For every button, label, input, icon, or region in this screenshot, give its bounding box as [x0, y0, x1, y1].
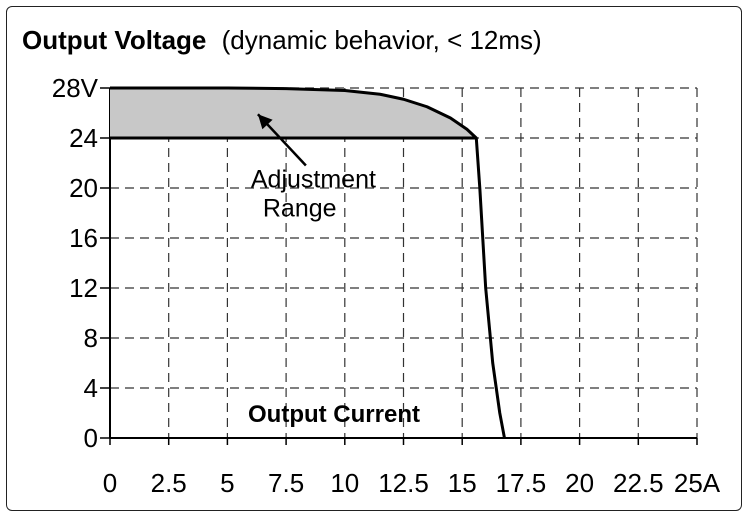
y-tick-label: 28V	[52, 73, 99, 103]
x-tick-label: 22.5	[613, 468, 664, 498]
chart-subtitle: (dynamic behavior, < 12ms)	[222, 25, 542, 55]
y-tick-label: 24	[69, 123, 98, 153]
adjustment-range-area	[110, 88, 477, 138]
x-tick-label: 10	[330, 468, 359, 498]
y-tick-label: 12	[69, 273, 98, 303]
chart-title-main: Output Voltage	[22, 25, 206, 55]
y-tick-label: 20	[69, 173, 98, 203]
y-tick-label: 8	[84, 323, 98, 353]
y-tick-label: 16	[69, 223, 98, 253]
annotation-text: Range	[263, 195, 337, 223]
annotation-arrow-head	[257, 114, 273, 130]
chart-title: Output Voltage (dynamic behavior, < 12ms…	[22, 25, 542, 55]
adjustment-range-fill	[110, 88, 477, 138]
annotation-text: Adjustment	[251, 166, 376, 194]
x-tick-label: 0	[103, 468, 117, 498]
x-tick-label: 7.5	[268, 468, 304, 498]
x-tick-label: 5	[220, 468, 234, 498]
output-voltage-curve	[110, 86, 506, 439]
series-lines	[110, 86, 506, 439]
x-tick-label: 20	[565, 468, 594, 498]
chart-frame	[6, 6, 742, 511]
x-tick-label: 15	[448, 468, 477, 498]
x-tick-label: 2.5	[151, 468, 187, 498]
y-tick-labels: 0 4 8 12 16 20 24 28V	[52, 73, 99, 453]
x-tick-labels: 0 2.5 5 7.5 10 12.5 15 17.5 20 22.5 25A	[103, 468, 721, 498]
y-tick-label: 4	[84, 373, 98, 403]
grid	[100, 87, 698, 445]
x-axis-label: Output Current	[248, 401, 420, 428]
y-tick-label: 0	[84, 423, 98, 453]
x-tick-label: 25A	[674, 468, 721, 498]
x-tick-label: 12.5	[378, 468, 429, 498]
x-tick-label: 17.5	[496, 468, 547, 498]
